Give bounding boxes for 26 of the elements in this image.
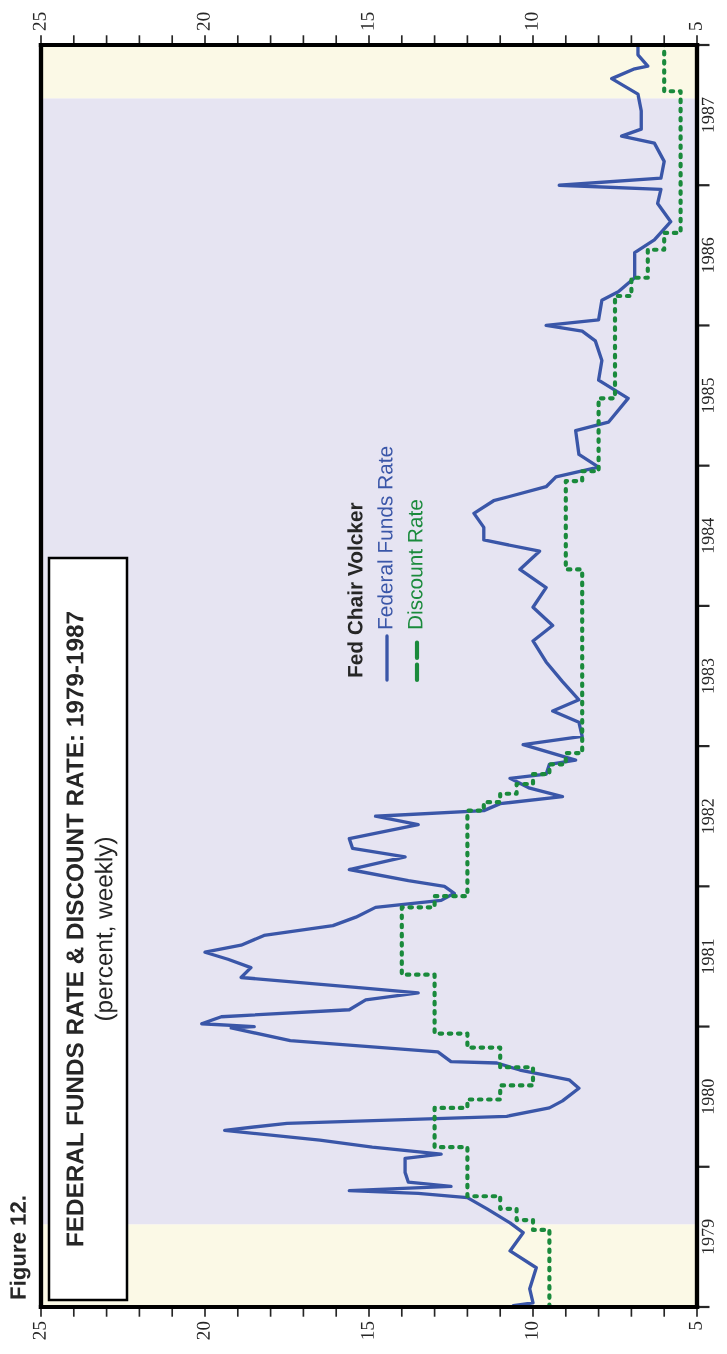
- x2-tick-label: 15: [360, 1321, 374, 1339]
- y-tick-label: 1987: [701, 97, 714, 132]
- x-tick-label: 10: [524, 12, 538, 30]
- y-tick-label: 1982: [701, 799, 714, 833]
- y-tick-label: 1979: [701, 1219, 714, 1254]
- x-tick-label: 5: [688, 22, 702, 30]
- y-tick-label: 1980: [701, 1079, 714, 1114]
- x2-tick-label: 25: [32, 1321, 46, 1340]
- y-tick-label: 1983: [701, 658, 714, 693]
- x-tick-label: 25: [32, 12, 46, 31]
- legend-title: Fed Chair Volcker: [347, 502, 363, 677]
- text: (percent, weekly): [94, 837, 118, 1021]
- y-tick-label: 1985: [701, 378, 714, 413]
- x2-tick-label: 10: [524, 1321, 538, 1339]
- x-tick-label: 15: [360, 12, 374, 30]
- y-tick-label: 1986: [701, 237, 714, 272]
- x-tick-label: 20: [196, 12, 210, 31]
- text: Discount Rate: [407, 500, 423, 629]
- caption: Figure 12.: [9, 1196, 31, 1299]
- y-tick-label: 1981: [701, 939, 714, 973]
- y-tick-label: 1984: [701, 518, 714, 553]
- line-series: [200, 45, 673, 1307]
- x2-tick-label: 5: [688, 1321, 702, 1330]
- text: Federal Funds Rate: [377, 446, 393, 629]
- x2-tick-label: 20: [196, 1321, 210, 1340]
- text: FEDERAL FUNDS RATE & DISCOUNT RATE: 1979-1987: [66, 611, 84, 1246]
